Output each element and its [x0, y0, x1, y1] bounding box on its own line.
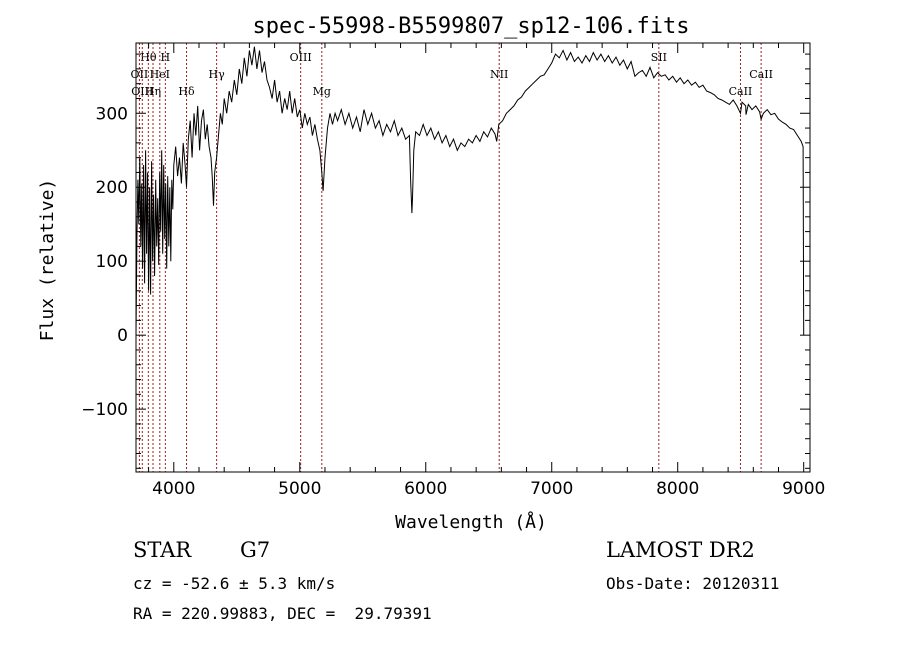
x-axis-title: Wavelength (Å) [395, 511, 547, 533]
line-marker-label: Hγ [209, 68, 226, 81]
line-marker-label: NII [490, 68, 508, 81]
line-marker-label: SII [651, 51, 667, 64]
x-tick-label: 5000 [278, 479, 321, 499]
x-tick-label: 4000 [152, 479, 195, 499]
line-marker-label: CaII [729, 85, 753, 98]
object-class: STAR [133, 538, 192, 562]
x-tick-label: 8000 [656, 479, 699, 499]
line-marker-label: Hη [145, 85, 161, 98]
line-marker-label: OIII [290, 51, 312, 64]
x-tick-label: 6000 [404, 479, 447, 499]
x-tick-label: 7000 [530, 479, 573, 499]
spectrum-line [135, 46, 805, 336]
line-marker-label: HeI [150, 68, 170, 81]
line-marker-label: H [161, 51, 171, 64]
y-tick-label: 200 [96, 178, 128, 198]
x-tick-label: 9000 [782, 479, 825, 499]
line-marker-label: CaII [749, 68, 773, 81]
object-subclass: G7 [240, 538, 271, 562]
chart-title: spec-55998-B5599807_sp12-106.fits [252, 14, 689, 39]
coordinates: RA = 220.99883, DEC = 29.79391 [133, 604, 432, 623]
y-tick-label: 300 [96, 104, 128, 124]
spectrum-series [135, 46, 805, 336]
line-marker-label: OII [131, 68, 149, 81]
survey-name: LAMOST DR2 [606, 538, 755, 562]
line-marker-label: Mg [313, 85, 331, 98]
y-tick-label: 100 [96, 252, 128, 272]
line-marker-label: Hδ [178, 85, 195, 98]
y-tick-label: −100 [81, 400, 128, 420]
plot-frame [135, 42, 811, 473]
y-axis-title: Flux (relative) [37, 179, 58, 342]
redshift-readout: cz = -52.6 ± 5.3 km/s [133, 574, 336, 593]
obs-date: Obs-Date: 20120311 [606, 574, 780, 593]
line-marker-label: OIII [131, 85, 153, 98]
y-tick-label: 0 [117, 326, 128, 346]
x-axis-ticks: 4000 5000 6000 7000 8000 9000 [148, 43, 825, 499]
y-axis-ticks: −100 0 100 200 300 [81, 53, 810, 469]
